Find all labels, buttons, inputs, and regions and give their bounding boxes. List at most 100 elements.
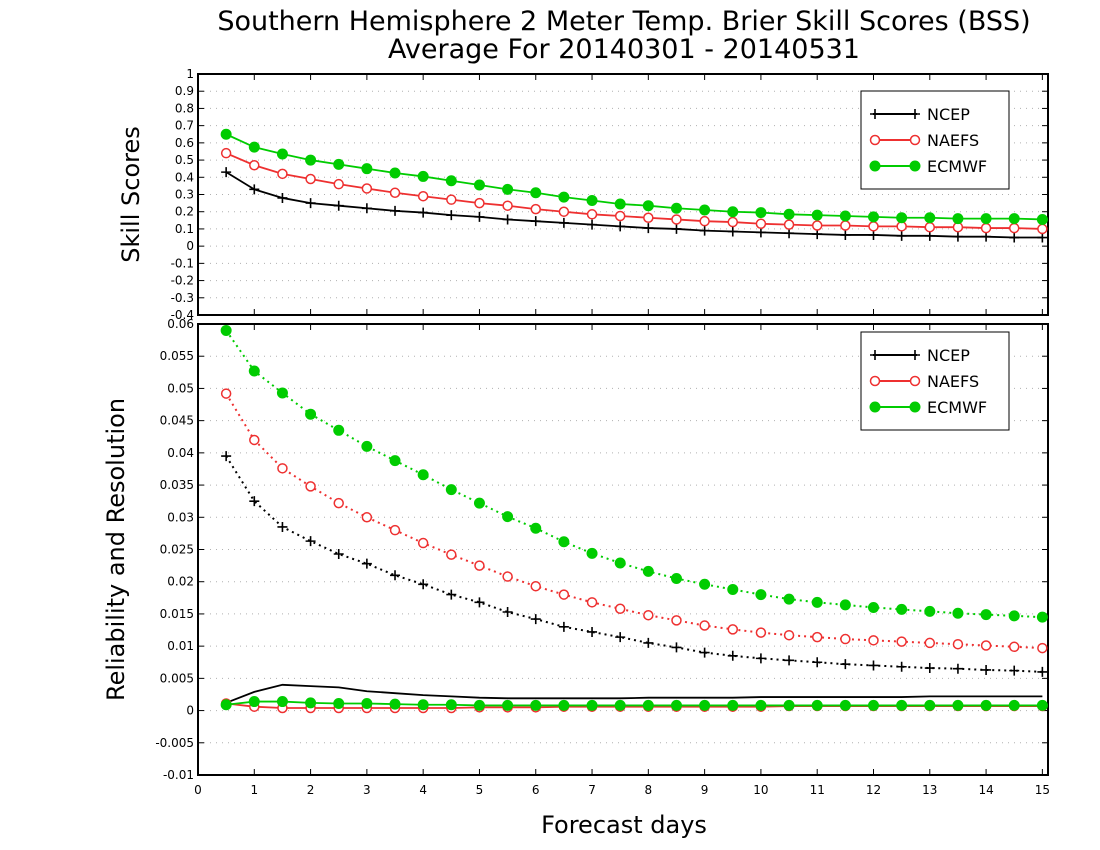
data-point-ecmwf: [417, 170, 429, 182]
y-tick-label: 0.7: [175, 119, 194, 133]
data-point-ecmwf-resolution: [361, 440, 373, 452]
y-tick-label: 0.01: [167, 639, 194, 653]
data-point-ecmwf: [839, 210, 851, 222]
y-tick-label: 0.3: [175, 188, 194, 202]
y-tick-label: -0.1: [171, 256, 194, 270]
data-point-naefs: [249, 159, 260, 171]
data-point-ecmwf: [952, 213, 964, 225]
data-point-ecmwf-reliability: [558, 699, 570, 711]
data-point-naefs-resolution: [474, 560, 485, 571]
data-point-ecmwf-resolution: [980, 609, 992, 621]
data-point-ncep: [418, 207, 429, 218]
data-point-ncep: [812, 229, 823, 240]
series-ncep-resolution: [221, 451, 1048, 677]
data-point-ncep: [558, 217, 569, 228]
data-point-naefs-resolution: [783, 629, 795, 641]
x-tick-label: 0: [194, 783, 202, 797]
data-point-ecmwf-resolution: [614, 557, 626, 569]
data-point-ecmwf: [361, 163, 373, 175]
data-point-naefs: [614, 210, 626, 222]
data-point-ncep: [727, 226, 738, 237]
data-point-naefs-resolution: [305, 481, 316, 492]
data-point-ncep-resolution: [530, 614, 541, 625]
chart-subtitle: Average For 20140301 - 20140531: [388, 34, 860, 65]
data-point-naefs-resolution: [980, 640, 992, 651]
data-point-ncep: [446, 210, 457, 221]
skill-scores-panel: 1 0.9 0.8 0.7 0.6 0.5 0.4 0.3 0.2 0.1 0 -0.1 -0.2 -0.…: [117, 67, 1049, 322]
data-point-naefs-resolution: [333, 497, 344, 509]
data-point-ecmwf-reliability: [361, 697, 373, 709]
data-point-naefs: [1037, 223, 1048, 235]
data-point-ecmwf-resolution: [248, 365, 260, 377]
data-point-naefs-resolution: [1037, 642, 1048, 654]
data-point-ncep-resolution: [952, 663, 963, 674]
data-point-naefs: [868, 221, 879, 232]
x-tick-label: 2: [307, 783, 315, 797]
data-point-naefs: [727, 216, 739, 228]
data-point-ecmwf-resolution: [305, 408, 317, 420]
series-line-ncep-reliability: [225, 683, 1043, 704]
data-point-ecmwf-resolution: [924, 605, 936, 617]
data-point-ncep: [361, 203, 372, 214]
data-point-naefs: [755, 218, 767, 230]
x-tick-label: 3: [363, 783, 371, 797]
data-point-ncep: [615, 221, 626, 232]
data-point-ecmwf-resolution: [811, 596, 823, 608]
data-point-ecmwf-reliability: [614, 699, 626, 711]
data-point-ncep: [671, 223, 682, 234]
y-tick-label: 0.5: [175, 153, 194, 167]
data-point-naefs: [586, 209, 598, 220]
data-point-naefs-resolution: [727, 624, 739, 635]
y-tick-label: 0.03: [167, 510, 194, 524]
data-point-ncep-resolution: [755, 653, 766, 664]
data-point-ecmwf-resolution: [276, 387, 288, 399]
data-point-naefs: [361, 183, 373, 194]
y-tick-label: 1: [186, 67, 194, 81]
data-point-ecmwf-reliability: [755, 699, 767, 711]
data-point-ecmwf: [220, 128, 232, 140]
data-point-ecmwf-reliability: [530, 699, 542, 711]
y-tick-label: 0.055: [160, 349, 194, 363]
y-tick-label: -0.4: [171, 308, 194, 322]
series-ecmwf-resolution: [220, 324, 1048, 623]
data-point-naefs: [446, 194, 457, 205]
data-point-naefs-resolution: [586, 597, 598, 608]
data-point-ecmwf: [333, 158, 345, 170]
data-point-ncep: [390, 205, 401, 216]
y-tick-label: 0.015: [160, 607, 194, 621]
data-point-ncep-resolution: [896, 661, 907, 672]
series-naefs: [220, 147, 1048, 235]
data-point-ecmwf: [502, 183, 514, 195]
data-point-ncep-resolution: [981, 664, 992, 675]
data-point-ncep: [784, 228, 795, 239]
data-point-ecmwf-reliability: [642, 699, 654, 711]
data-point-ecmwf-resolution: [417, 469, 429, 481]
series-line-ecmwf-reliability: [226, 700, 1043, 707]
data-point-ecmwf-resolution: [389, 455, 401, 467]
x-tick-label: 5: [476, 783, 484, 797]
x-tick-label: 8: [645, 783, 653, 797]
data-point-ncep-resolution: [221, 451, 232, 462]
data-point-ecmwf-reliability: [783, 699, 795, 711]
data-point-ecmwf-reliability: [980, 699, 992, 711]
data-point-ecmwf-reliability: [473, 699, 485, 711]
data-point-ncep: [277, 192, 288, 203]
legend: NCEP NAEFS ECMWF: [860, 90, 1010, 190]
data-point-ecmwf: [445, 175, 457, 187]
data-point-ecmwf: [558, 191, 570, 203]
data-point-ncep-resolution: [1009, 665, 1020, 676]
legend-marker: [909, 401, 921, 413]
data-point-naefs: [474, 197, 485, 209]
legend-marker: [909, 160, 921, 172]
data-point-ecmwf-resolution: [558, 536, 570, 548]
legend-marker: [869, 134, 881, 146]
data-point-ecmwf: [924, 212, 936, 224]
data-point-naefs-resolution: [446, 549, 457, 560]
series-ncep-reliability: [225, 683, 1043, 704]
legend-entry-ecmwf: ECMWF: [927, 398, 987, 417]
data-point-ecmwf-reliability: [586, 699, 598, 711]
data-point-ecmwf: [530, 187, 542, 199]
data-point-ncep-resolution: [727, 650, 738, 661]
y-tick-label: -0.2: [171, 274, 194, 288]
